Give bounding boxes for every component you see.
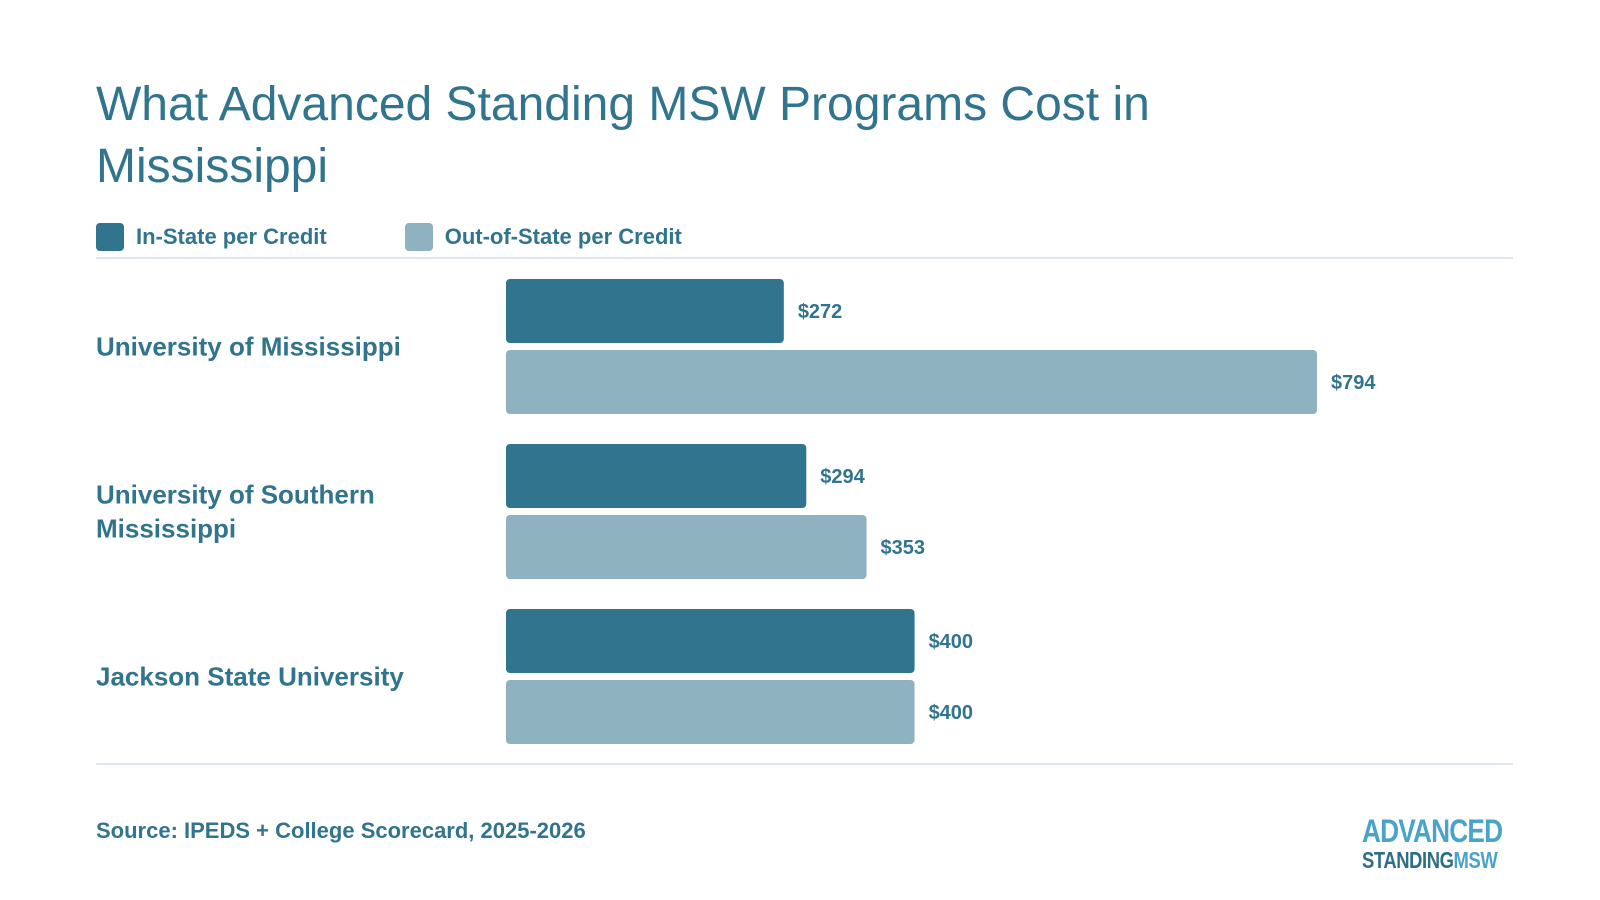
- bar-value-label: $400: [929, 702, 974, 724]
- bar-value-label: $794: [1331, 372, 1376, 394]
- brand-logo: ADVANCED STANDINGMSW: [1362, 815, 1512, 872]
- bar-out-state: [506, 350, 1317, 414]
- logo-line-1: ADVANCED: [1362, 813, 1503, 849]
- legend-item-in-state: In-State per Credit: [96, 223, 327, 251]
- category-label: University of Southern Mississippi: [96, 480, 375, 544]
- bar-value-label: $400: [929, 631, 974, 653]
- bar-out-state: [506, 515, 867, 579]
- bar-in-state: [506, 609, 915, 673]
- logo-line-2b: MSW: [1453, 847, 1498, 873]
- chart-title: What Advanced Standing MSW Programs Cost…: [96, 78, 1150, 193]
- legend-swatch-out-state: [404, 223, 433, 251]
- top-divider: [96, 257, 1513, 259]
- bar-value-label: $353: [881, 537, 926, 559]
- bar-in-state: [506, 279, 784, 343]
- legend-swatch-in-state: [96, 223, 124, 251]
- logo-line-2: STANDINGMSW: [1362, 847, 1498, 873]
- bar-value-label: $294: [820, 466, 865, 488]
- legend-label-out-state: Out-of-State per Credit: [444, 224, 682, 249]
- bottom-divider: [96, 763, 1513, 765]
- legend: In-State per Credit Out-of-State per Cre…: [96, 222, 760, 252]
- source-note: Source: IPEDS + College Scorecard, 2025-…: [96, 818, 586, 843]
- bar-value-label: $272: [798, 301, 843, 323]
- legend-label-in-state: In-State per Credit: [136, 224, 327, 249]
- logo-line-2a: STANDING: [1362, 847, 1454, 873]
- category-label: Jackson State University: [96, 662, 404, 692]
- category-label: University of Mississippi: [96, 332, 401, 362]
- bar-in-state: [506, 444, 807, 508]
- bar-out-state: [506, 680, 915, 744]
- legend-item-out-state: Out-of-State per Credit: [404, 223, 682, 251]
